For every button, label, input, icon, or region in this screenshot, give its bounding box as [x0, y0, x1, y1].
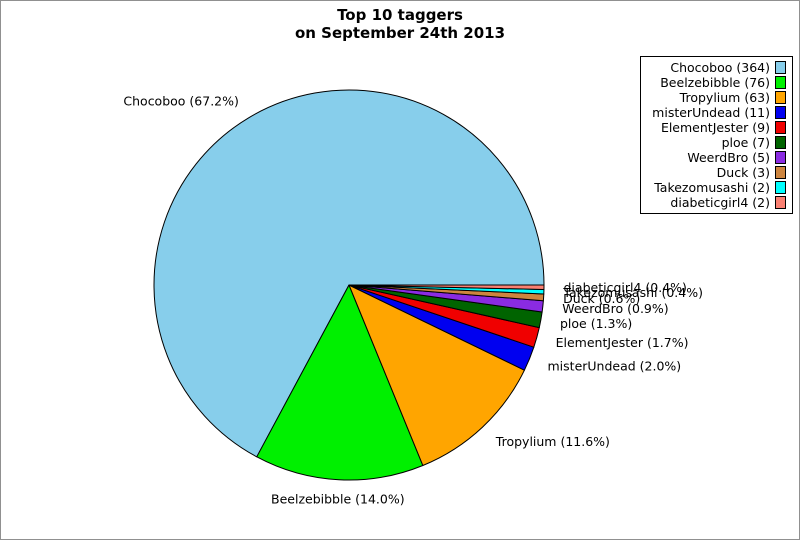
pie-slice-diabeticgirl4 — [348, 284, 545, 291]
legend-item-ploe: ploe (7) — [647, 135, 786, 150]
legend-swatch — [775, 76, 786, 89]
legend-label: WeerdBro (5) — [687, 150, 770, 165]
pie-slice-Tropylium — [348, 284, 525, 466]
slice-label-Takezomusashi: Takezomusashi (0.4%) — [562, 285, 703, 300]
legend-swatch — [775, 121, 786, 134]
chart-title-line2: on September 24th 2013 — [294, 24, 506, 42]
legend-label: Duck (3) — [716, 165, 770, 180]
slice-label-Tropylium: Tropylium (11.6%) — [495, 434, 610, 449]
pie-slice-Beelzebibble — [256, 284, 424, 481]
legend-item-diabeticgirl4: diabeticgirl4 (2) — [647, 195, 786, 210]
slice-label-Duck: Duck (0.6%) — [563, 291, 640, 306]
legend-swatch — [775, 151, 786, 164]
slice-label-ElementJester: ElementJester (1.7%) — [556, 335, 689, 350]
legend-item-WeerdBro: WeerdBro (5) — [647, 150, 786, 165]
legend-label: ploe (7) — [721, 135, 770, 150]
slice-label-Beelzebibble: Beelzebibble (14.0%) — [271, 492, 405, 507]
slice-label-diabeticgirl4: diabeticgirl4 (0.4%) — [564, 280, 687, 295]
legend-item-Duck: Duck (3) — [647, 165, 786, 180]
legend-swatch — [775, 106, 786, 119]
slice-label-ploe: ploe (1.3%) — [560, 316, 632, 331]
legend-label: misterUndead (11) — [652, 105, 770, 120]
legend-swatch — [775, 91, 786, 104]
slice-label-WeerdBro: WeerdBro (0.9%) — [562, 301, 668, 316]
legend-label: Tropylium (63) — [679, 90, 770, 105]
slice-label-misterUndead: misterUndead (2.0%) — [548, 359, 682, 374]
legend-item-Tropylium: Tropylium (63) — [647, 90, 786, 105]
slice-label-Chocoboo: Chocoboo (67.2%) — [123, 93, 239, 108]
pie-slice-Chocoboo — [153, 89, 545, 458]
chart-title: Top 10 taggers on September 24th 2013 — [1, 6, 799, 42]
legend-item-ElementJester: ElementJester (9) — [647, 120, 786, 135]
legend-swatch — [775, 181, 786, 194]
legend-label: Beelzebibble (76) — [660, 75, 770, 90]
legend-swatch — [775, 166, 786, 179]
legend-label: ElementJester (9) — [660, 120, 770, 135]
legend-item-misterUndead: misterUndead (11) — [647, 105, 786, 120]
legend-swatch — [775, 136, 786, 149]
chart-title-line1: Top 10 taggers — [337, 6, 463, 24]
legend-item-Chocoboo: Chocoboo (364) — [647, 60, 786, 75]
legend-swatch — [775, 196, 786, 209]
legend-item-Takezomusashi: Takezomusashi (2) — [647, 180, 786, 195]
legend-label: diabeticgirl4 (2) — [670, 195, 770, 210]
legend-label: Chocoboo (364) — [670, 60, 770, 75]
legend-box: Chocoboo (364) Beelzebibble (76) Tropylium… — [640, 56, 793, 214]
legend-label: Takezomusashi (2) — [654, 180, 770, 195]
legend-item-Beelzebibble: Beelzebibble (76) — [647, 75, 786, 90]
legend-swatch — [775, 61, 786, 74]
